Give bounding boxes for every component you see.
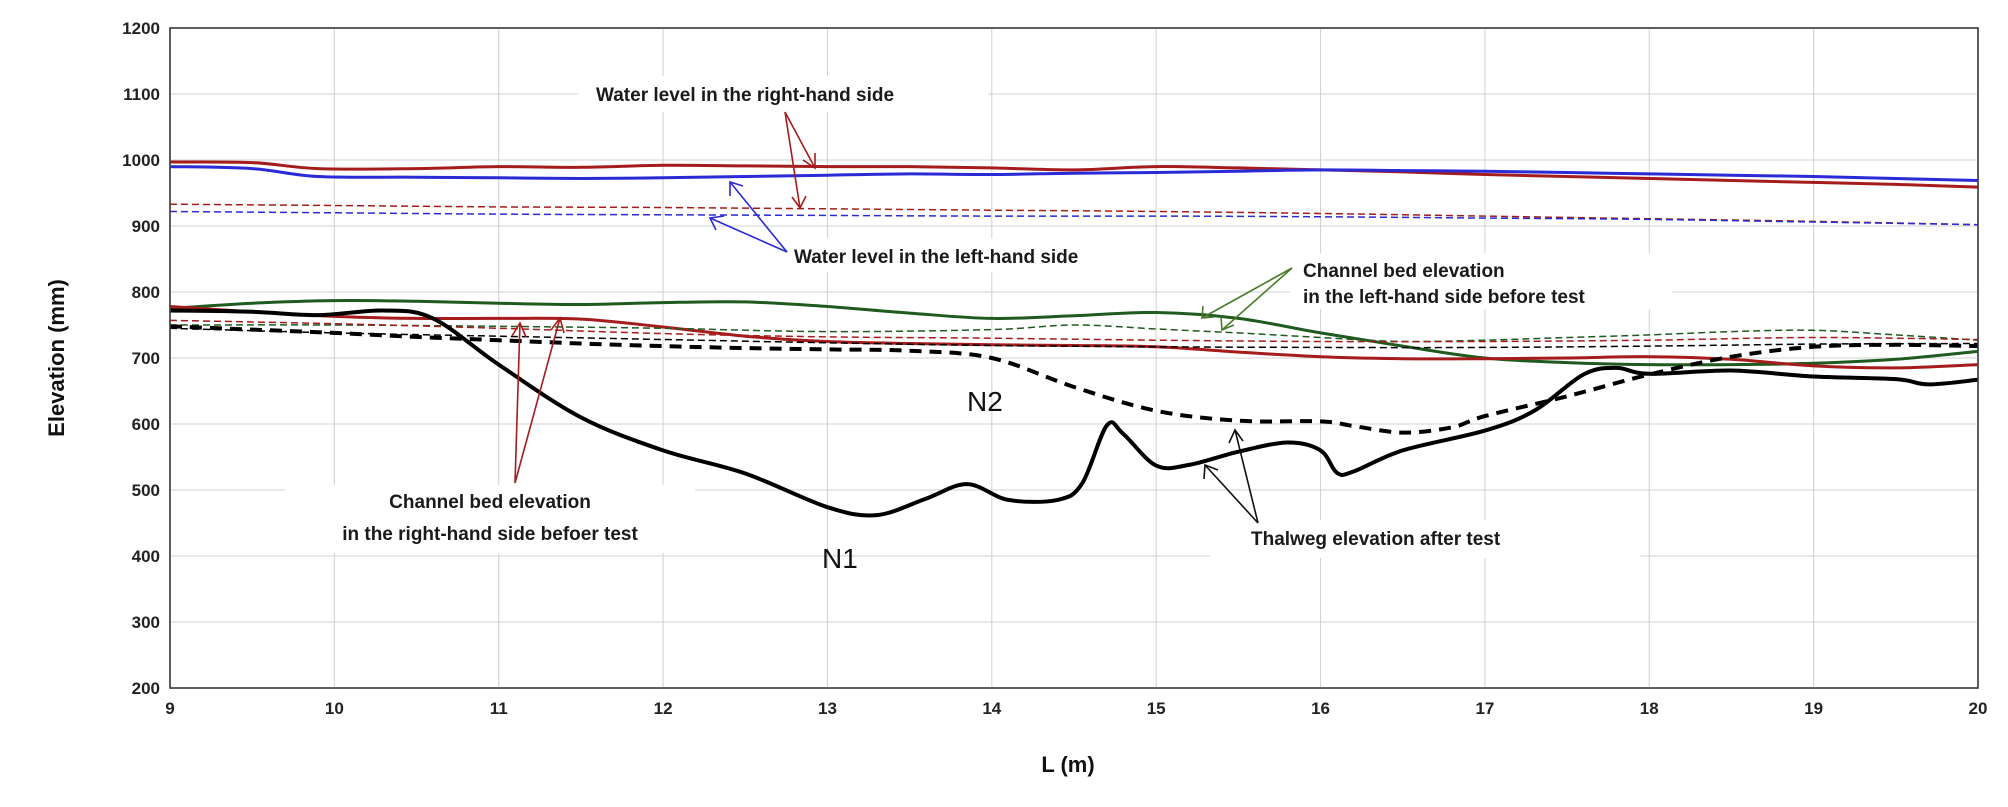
- x-tick-label: 20: [1969, 699, 1988, 718]
- x-tick-label: 16: [1311, 699, 1330, 718]
- y-axis-title: Elevation (mm): [44, 279, 69, 437]
- series-line-9: [169, 327, 1979, 349]
- y-tick-label: 1100: [123, 85, 160, 104]
- arrow-water-left: [709, 181, 788, 253]
- series-line-4: [169, 210, 1979, 226]
- label-n2: N2: [967, 386, 1003, 417]
- x-tick-label: 19: [1804, 699, 1823, 718]
- y-tick-label: 400: [132, 547, 160, 566]
- label-bed-left-2: in the left-hand side before test: [1303, 287, 1586, 308]
- series-line-7: [169, 324, 1979, 343]
- label-water-left: Water level in the left-hand side: [794, 247, 1078, 268]
- x-axis-title: L (m): [1041, 752, 1094, 777]
- label-bed-left-1: Channel bed elevation: [1303, 261, 1505, 282]
- label-water-right: Water level in the right-hand side: [596, 85, 894, 106]
- y-tick-label: 300: [132, 613, 160, 632]
- plot-border: [169, 27, 1979, 689]
- y-tick-label: 1000: [122, 151, 160, 170]
- x-tick-label: 11: [490, 699, 508, 718]
- x-tick-label: 17: [1475, 699, 1494, 718]
- arrowheads: [511, 153, 1244, 480]
- y-tick-label: 500: [132, 481, 160, 500]
- y-tick-label: 700: [132, 349, 160, 368]
- annotations: Water level in the right-hand side Water…: [285, 76, 1672, 574]
- data-series: [169, 160, 1979, 518]
- series-line-5: [169, 299, 1979, 367]
- x-tick-label: 9: [165, 699, 174, 718]
- label-bed-right-1: Channel bed elevation: [389, 492, 591, 513]
- tick-labels: 9 10 11 12 13 14 15 16 17 18 19 20 200 300 400 500 600 70…: [122, 19, 1987, 718]
- series-line-8: [169, 319, 1979, 343]
- y-tick-label: 600: [132, 415, 160, 434]
- label-thalweg: Thalweg elevation after test: [1251, 529, 1501, 550]
- x-tick-label: 13: [818, 699, 837, 718]
- arrow-thalweg: [1204, 429, 1259, 524]
- y-tick-label: 800: [132, 283, 160, 302]
- arrow-bed-left: [1201, 267, 1293, 331]
- label-n1: N1: [822, 543, 858, 574]
- series-line-2: [169, 165, 1979, 182]
- x-tick-label: 10: [325, 699, 344, 718]
- arrow-bed-right: [514, 317, 561, 484]
- y-tick-label: 200: [132, 679, 160, 698]
- y-tick-label: 900: [132, 217, 160, 236]
- arrow-water-right: [784, 111, 816, 209]
- x-tick-label: 14: [982, 699, 1001, 718]
- label-bed-right-2: in the right-hand side befoer test: [342, 524, 638, 545]
- x-tick-label: 12: [654, 699, 673, 718]
- series-line-1: [169, 160, 1979, 189]
- x-tick-label: 15: [1147, 699, 1166, 718]
- x-tick-label: 18: [1640, 699, 1659, 718]
- series-line-11: [169, 308, 1979, 518]
- y-tick-label: 1200: [122, 19, 160, 38]
